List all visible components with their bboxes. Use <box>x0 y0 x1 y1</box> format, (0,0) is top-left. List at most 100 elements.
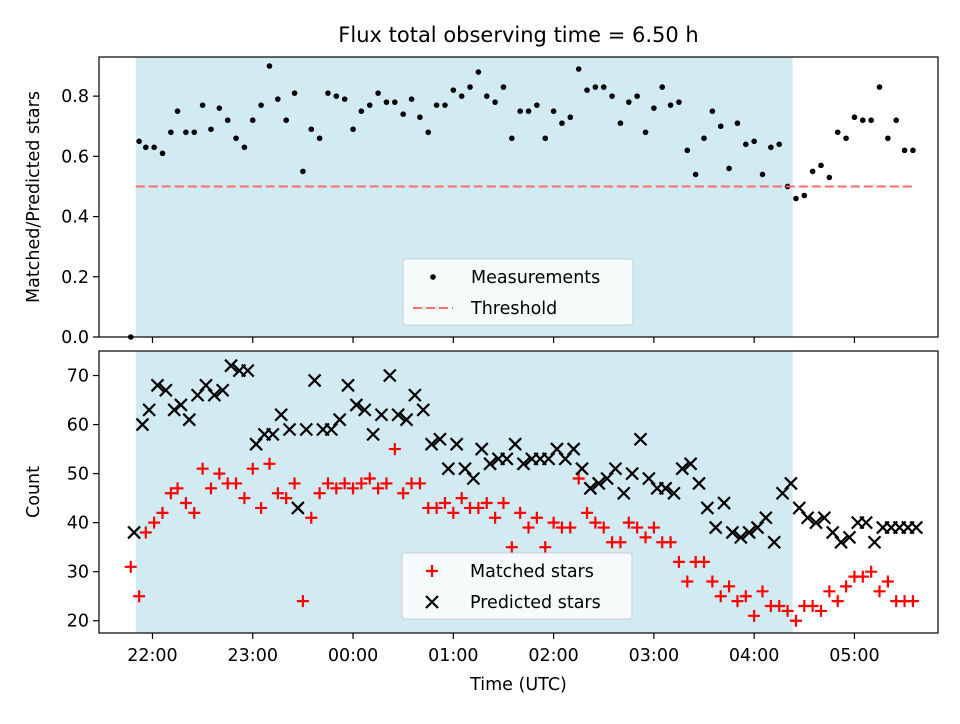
measurement-point <box>142 144 149 151</box>
matched-star-marker <box>148 516 161 529</box>
predicted-star-marker <box>282 422 297 437</box>
predicted-star-marker <box>182 412 197 427</box>
matched-star-marker <box>171 482 184 495</box>
measurement-point <box>759 171 766 178</box>
matched-star-marker <box>430 501 443 514</box>
predicted-star-marker <box>784 476 798 491</box>
measurement-point <box>893 117 900 124</box>
measurement-point <box>233 135 239 142</box>
matched-star-marker <box>731 595 744 608</box>
predicted-star-marker <box>374 407 389 422</box>
predicted-star-marker <box>150 378 165 393</box>
measurement-point <box>726 165 732 172</box>
matched-star-marker <box>572 472 585 485</box>
measurement-point <box>417 114 423 121</box>
measurement-point <box>575 66 582 72</box>
predicted-star-marker <box>800 510 815 525</box>
matched-star-marker <box>489 511 502 524</box>
matched-star-marker <box>280 492 293 505</box>
matched-star-marker <box>840 580 853 593</box>
matched-star-marker <box>865 565 878 578</box>
measurement-point <box>509 135 515 142</box>
panel-2: 20 30 40 50 60 70 22:00 23:00 00:00 01:00 02:00 03:… <box>24 350 939 695</box>
matched-star-marker <box>372 482 385 495</box>
matched-star-marker <box>447 506 460 519</box>
measurement-point <box>550 108 557 114</box>
matched-star-marker <box>388 443 401 456</box>
matched-star-marker <box>564 521 577 534</box>
measurement-point <box>834 129 841 136</box>
x-tick-label: 05:00 <box>829 646 879 666</box>
measurement-point <box>433 102 440 108</box>
measurement-point <box>224 117 231 124</box>
predicted-star-marker <box>692 476 706 491</box>
matched-star-marker <box>698 555 711 568</box>
matched-star-marker <box>881 575 894 588</box>
predicted-star-marker <box>734 530 748 545</box>
matched-star-marker <box>831 595 844 608</box>
matched-star-marker <box>497 497 510 510</box>
predicted-star-marker <box>625 466 639 481</box>
matched-star-marker <box>672 555 685 568</box>
matched-star-marker <box>622 516 635 529</box>
x-tick-label: 03:00 <box>629 646 679 666</box>
measurement-point <box>458 93 465 99</box>
predicted-star-marker <box>809 515 823 530</box>
predicted-star-marker <box>658 481 673 496</box>
y-tick-label: 60 <box>67 416 89 436</box>
predicted-star-marker <box>867 535 882 550</box>
predicted-star-marker <box>575 461 589 476</box>
predicted-star-marker <box>135 417 150 432</box>
measurement-point <box>275 96 281 102</box>
predicted-star-marker <box>366 427 380 442</box>
measurement-point <box>617 120 624 127</box>
matched-star-marker <box>288 477 301 490</box>
matched-star-marker <box>505 541 518 554</box>
measurement-point <box>667 102 674 108</box>
legend-label: Predicted stars <box>470 593 601 613</box>
predicted-star-marker <box>675 461 690 476</box>
measurement-point <box>159 150 166 157</box>
measurement-point <box>467 84 473 90</box>
measurement-point <box>859 117 866 124</box>
y-axis-label: Matched/Predicted stars <box>24 91 44 303</box>
matched-star-marker <box>472 501 485 514</box>
predicted-star-marker <box>608 461 623 476</box>
measurement-point <box>450 87 457 93</box>
measurement-point <box>208 126 214 133</box>
predicted-star-marker <box>240 363 255 378</box>
measurement-point <box>136 138 142 145</box>
y-tick-label: 0.4 <box>61 208 89 228</box>
measurement-point <box>742 141 749 148</box>
matched-star-marker <box>230 477 243 490</box>
measurement-point <box>910 147 916 154</box>
predicted-star-marker <box>508 437 522 451</box>
predicted-star-marker <box>725 525 740 540</box>
matched-star-marker <box>823 585 836 598</box>
predicted-star-marker <box>759 510 773 525</box>
axes-frame <box>98 350 939 634</box>
predicted-star-marker <box>391 407 405 422</box>
predicted-star-marker <box>424 437 439 451</box>
matched-star-marker <box>188 506 201 519</box>
predicted-star-marker <box>717 496 731 510</box>
measurement-point <box>300 168 306 175</box>
x-tick-label: 02:00 <box>528 646 578 666</box>
measurement-point <box>168 129 174 136</box>
measurement-point <box>801 192 808 199</box>
measurement-point <box>475 69 482 75</box>
predicted-star-marker <box>416 403 431 417</box>
panel-1: 0.0 0.2 0.4 0.6 0.8 Matched/Predicted stars Fl… <box>24 23 939 348</box>
measurement-point <box>592 84 599 90</box>
matched-star-marker <box>397 487 410 500</box>
measurement-point <box>492 99 498 105</box>
matched-star-marker <box>748 609 761 622</box>
predicted-star-marker <box>224 358 238 373</box>
measurement-point <box>642 129 649 136</box>
legend-label: Threshold <box>470 299 557 319</box>
matched-star-marker <box>139 526 152 539</box>
predicted-star-marker <box>767 535 781 550</box>
matched-star-marker <box>338 477 351 490</box>
measurement-point <box>266 63 273 69</box>
